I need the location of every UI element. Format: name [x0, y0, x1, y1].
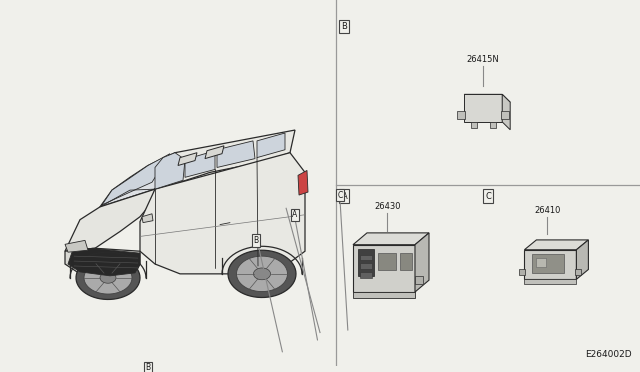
Polygon shape — [360, 263, 372, 269]
Polygon shape — [358, 248, 374, 276]
Polygon shape — [178, 153, 197, 166]
Text: E264002D: E264002D — [586, 350, 632, 359]
Polygon shape — [490, 122, 496, 128]
Text: A: A — [342, 192, 347, 201]
Polygon shape — [501, 111, 509, 119]
Polygon shape — [524, 250, 577, 279]
Polygon shape — [353, 292, 415, 298]
Text: 26430: 26430 — [374, 202, 401, 211]
Text: 26410: 26410 — [534, 206, 561, 215]
Polygon shape — [524, 240, 588, 250]
Text: C: C — [337, 190, 342, 199]
Text: B: B — [253, 236, 259, 245]
Polygon shape — [257, 133, 285, 158]
Polygon shape — [400, 253, 412, 270]
Polygon shape — [415, 276, 423, 284]
Polygon shape — [464, 94, 510, 102]
Polygon shape — [536, 258, 547, 267]
Polygon shape — [532, 254, 564, 273]
Polygon shape — [524, 279, 577, 284]
Polygon shape — [360, 254, 372, 260]
Text: B: B — [145, 363, 150, 372]
Polygon shape — [100, 153, 175, 207]
Polygon shape — [155, 153, 185, 189]
Text: 26415N: 26415N — [467, 55, 500, 64]
Text: A: A — [292, 210, 298, 219]
Polygon shape — [464, 94, 502, 122]
Polygon shape — [217, 141, 255, 167]
Polygon shape — [65, 248, 140, 278]
Polygon shape — [68, 248, 140, 276]
Polygon shape — [415, 233, 429, 292]
Polygon shape — [102, 154, 170, 205]
Polygon shape — [577, 240, 588, 279]
Polygon shape — [237, 256, 287, 292]
Polygon shape — [100, 272, 116, 283]
Polygon shape — [205, 146, 224, 158]
Polygon shape — [140, 153, 305, 274]
Text: B: B — [341, 22, 348, 31]
Polygon shape — [360, 272, 372, 278]
Polygon shape — [298, 170, 308, 195]
Polygon shape — [353, 245, 415, 292]
Polygon shape — [575, 269, 581, 275]
Polygon shape — [378, 253, 396, 270]
Polygon shape — [253, 268, 271, 280]
Polygon shape — [353, 233, 429, 245]
Polygon shape — [76, 256, 140, 299]
Polygon shape — [228, 250, 296, 298]
Polygon shape — [155, 130, 295, 189]
Polygon shape — [142, 214, 153, 222]
Polygon shape — [84, 262, 132, 294]
Polygon shape — [65, 240, 88, 252]
Polygon shape — [470, 122, 477, 128]
Polygon shape — [185, 151, 215, 177]
Polygon shape — [502, 94, 510, 130]
Polygon shape — [520, 269, 525, 275]
Polygon shape — [457, 111, 465, 119]
Text: C: C — [485, 192, 492, 201]
Polygon shape — [65, 189, 155, 251]
